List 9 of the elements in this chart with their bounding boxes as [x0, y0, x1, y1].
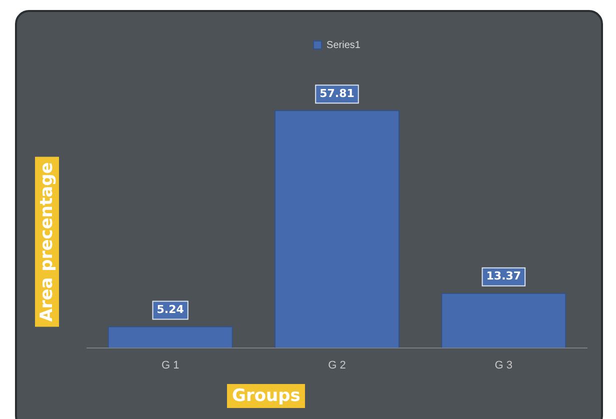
y-axis-title: Area precentage: [35, 157, 59, 327]
x-tick-label: G 3: [494, 359, 513, 372]
data-label: 5.24: [156, 303, 184, 316]
data-label: 13.37: [486, 270, 522, 283]
x-tick-label: G 2: [328, 359, 346, 372]
legend-label: Series1: [326, 40, 361, 51]
x-axis-title: Groups: [227, 384, 306, 408]
data-label: 57.81: [320, 86, 354, 100]
x-tick-label: G 1: [161, 359, 180, 372]
